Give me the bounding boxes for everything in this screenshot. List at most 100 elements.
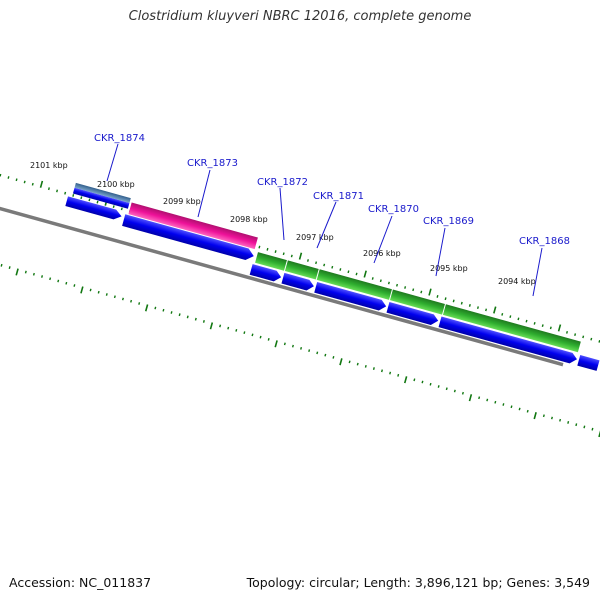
ruler-tick <box>582 335 585 339</box>
gene-feature-blue-1874[interactable] <box>72 187 130 209</box>
ruler-tick <box>549 326 552 330</box>
ruler-tick <box>274 250 277 253</box>
cds-arrow-1870[interactable] <box>314 282 387 312</box>
ruler-tick <box>404 286 407 289</box>
ruler-tick <box>186 315 189 319</box>
ruler-tick <box>387 281 390 285</box>
gene-feature-green-1871[interactable] <box>284 260 319 280</box>
ruler-tick <box>162 308 165 312</box>
ruler-tick <box>194 317 197 321</box>
ruler-tick <box>259 335 262 339</box>
ruler-tick <box>428 288 432 296</box>
ruler-tick <box>96 200 99 204</box>
ruler-tick <box>31 182 34 186</box>
ruler-tick <box>209 322 214 330</box>
ruler-tick <box>57 279 60 283</box>
map-title: Clostridium kluyveri NBRC 12016, complet… <box>128 9 472 24</box>
ruler-tick <box>348 360 351 364</box>
ruler-tick <box>379 279 382 283</box>
ruler-tick <box>291 344 294 348</box>
gene-label-ckr-1873[interactable]: CKR_1873 <box>187 158 238 169</box>
cds-arrow-edge[interactable] <box>577 354 600 371</box>
ruler-tick <box>468 304 471 307</box>
ruler-tick <box>24 270 27 274</box>
ruler-tick <box>23 180 26 184</box>
gene-feature-green-1868[interactable] <box>442 304 581 353</box>
gene-label-ckr-1869[interactable]: CKR_1869 <box>423 216 474 227</box>
gene-feature-pink-1873[interactable] <box>128 202 258 250</box>
ruler-tick <box>542 414 545 418</box>
gene-label-ckr-1870[interactable]: CKR_1870 <box>368 204 419 215</box>
cds-arrow-1873[interactable] <box>122 214 255 262</box>
ruler-tick <box>41 275 44 278</box>
ruler-tick <box>565 330 569 334</box>
ruler-tick <box>39 180 44 188</box>
ruler-tick <box>420 290 423 294</box>
gene-label-ckr-1871[interactable]: CKR_1871 <box>313 191 364 202</box>
ruler-tick <box>541 324 544 328</box>
ruler-tick <box>452 299 455 303</box>
leader-line <box>197 169 211 218</box>
cds-arrow-1871[interactable] <box>281 272 315 292</box>
ruler-tick <box>0 263 3 267</box>
ruler-tick <box>389 371 392 375</box>
ruler-tick <box>591 427 594 431</box>
ruler-tick <box>339 268 342 271</box>
cds-arrow-1868[interactable] <box>438 316 579 365</box>
ruler-tick <box>65 281 68 285</box>
ruler-tick <box>283 342 286 346</box>
ruler-tick <box>49 277 52 281</box>
ruler-tick <box>113 295 116 299</box>
ruler-tick <box>476 306 479 310</box>
ruler-tick <box>510 405 513 409</box>
ruler-tick <box>130 299 133 303</box>
ruler-tick <box>444 297 447 301</box>
ruler-tick <box>144 304 149 312</box>
ruler-tick <box>445 387 448 391</box>
ruler-tick <box>300 346 303 350</box>
ruler-tick <box>567 421 570 424</box>
gene-label-ckr-1868[interactable]: CKR_1868 <box>519 236 570 247</box>
ruler-tick <box>485 308 488 312</box>
ruler-tick <box>332 355 335 359</box>
ruler-tick <box>64 191 67 195</box>
ruler-tick <box>202 320 205 323</box>
ruler-label: 2094 kbp <box>498 277 536 286</box>
ruler-tick <box>533 412 537 420</box>
ruler-tick <box>412 288 415 292</box>
gene-label-ckr-1874[interactable]: CKR_1874 <box>94 133 145 144</box>
ruler-tick <box>583 425 586 429</box>
cds-arrow-1872[interactable] <box>249 264 283 283</box>
gene-feature-green-1870[interactable] <box>316 269 392 300</box>
gene-feature-green-1869[interactable] <box>389 289 445 315</box>
ruler-tick <box>80 196 83 200</box>
ruler-tick <box>372 367 375 370</box>
ruler-tick <box>429 382 432 386</box>
ruler-tick <box>323 263 326 267</box>
ruler-tick <box>517 317 520 321</box>
ruler-tick <box>557 324 562 332</box>
ruler-label: 2098 kbp <box>230 215 268 224</box>
ruler-tick <box>526 409 529 413</box>
gene-label-ckr-1872[interactable]: CKR_1872 <box>257 177 308 188</box>
ruler-tick <box>478 396 481 400</box>
gene-feature-steel[interactable] <box>74 182 131 203</box>
ruler-tick <box>73 284 76 287</box>
ruler-tick <box>15 178 18 182</box>
cds-arrow-1874[interactable] <box>65 196 123 221</box>
ruler-tick <box>32 272 35 276</box>
leader-line <box>435 227 446 277</box>
ruler-tick <box>7 176 10 179</box>
genome-summary-text: Topology: circular; Length: 3,896,121 bp… <box>246 575 590 590</box>
ruler-tick <box>89 288 92 292</box>
leader-line <box>279 187 285 241</box>
gene-feature-green-1872[interactable] <box>255 252 287 271</box>
genome-backbone <box>0 181 564 367</box>
ruler-tick <box>356 362 359 366</box>
ruler-tick <box>235 329 238 332</box>
ruler-tick <box>590 337 593 341</box>
ruler-label: 2096 kbp <box>363 249 401 258</box>
cds-arrow-1869[interactable] <box>386 302 440 326</box>
ruler-tick <box>88 198 91 202</box>
ruler-tick <box>550 416 553 420</box>
